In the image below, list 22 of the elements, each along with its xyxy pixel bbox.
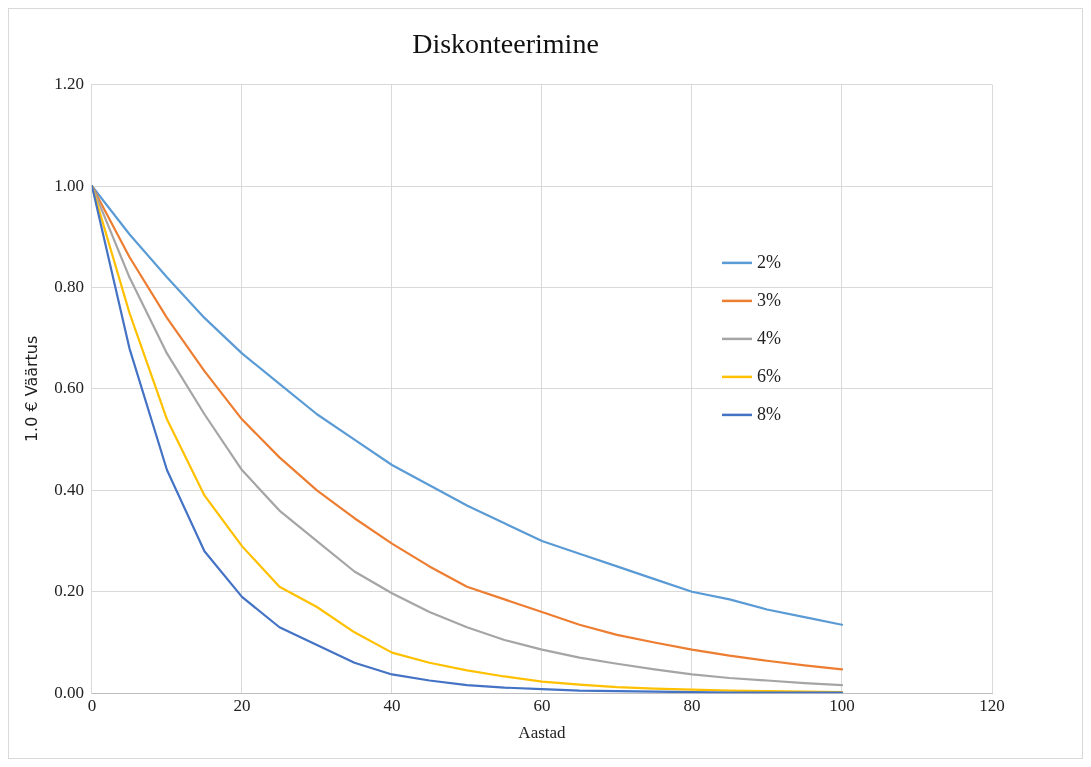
legend-label: 4% [757, 327, 781, 348]
y-tick-label: 1.00 [54, 175, 84, 195]
legend-label: 2% [757, 251, 781, 272]
x-tick-label: 80 [683, 695, 701, 715]
y-axis-title: 1.0 € Väärtus [21, 335, 41, 443]
x-tick-label: 0 [87, 695, 97, 715]
x-tick-label: 20 [233, 695, 251, 715]
legend-label: 3% [757, 289, 781, 310]
legend-label: 6% [757, 365, 781, 386]
chart-title: Diskonteerimine [412, 28, 599, 60]
y-tick-label: 1.20 [54, 74, 84, 94]
y-tick-label: 0.60 [54, 378, 84, 398]
y-tick-label: 0.20 [54, 581, 84, 601]
x-axis-title: Aastad [518, 723, 567, 743]
y-tick-label: 0.00 [54, 682, 84, 702]
y-tick-label: 0.80 [54, 276, 84, 296]
legend-label: 8% [757, 403, 781, 424]
x-tick-label: 40 [383, 695, 401, 715]
y-tick-label: 0.40 [54, 479, 84, 499]
x-tick-label: 100 [829, 695, 855, 715]
x-tick-label: 120 [979, 695, 1005, 715]
x-tick-label: 60 [533, 695, 551, 715]
